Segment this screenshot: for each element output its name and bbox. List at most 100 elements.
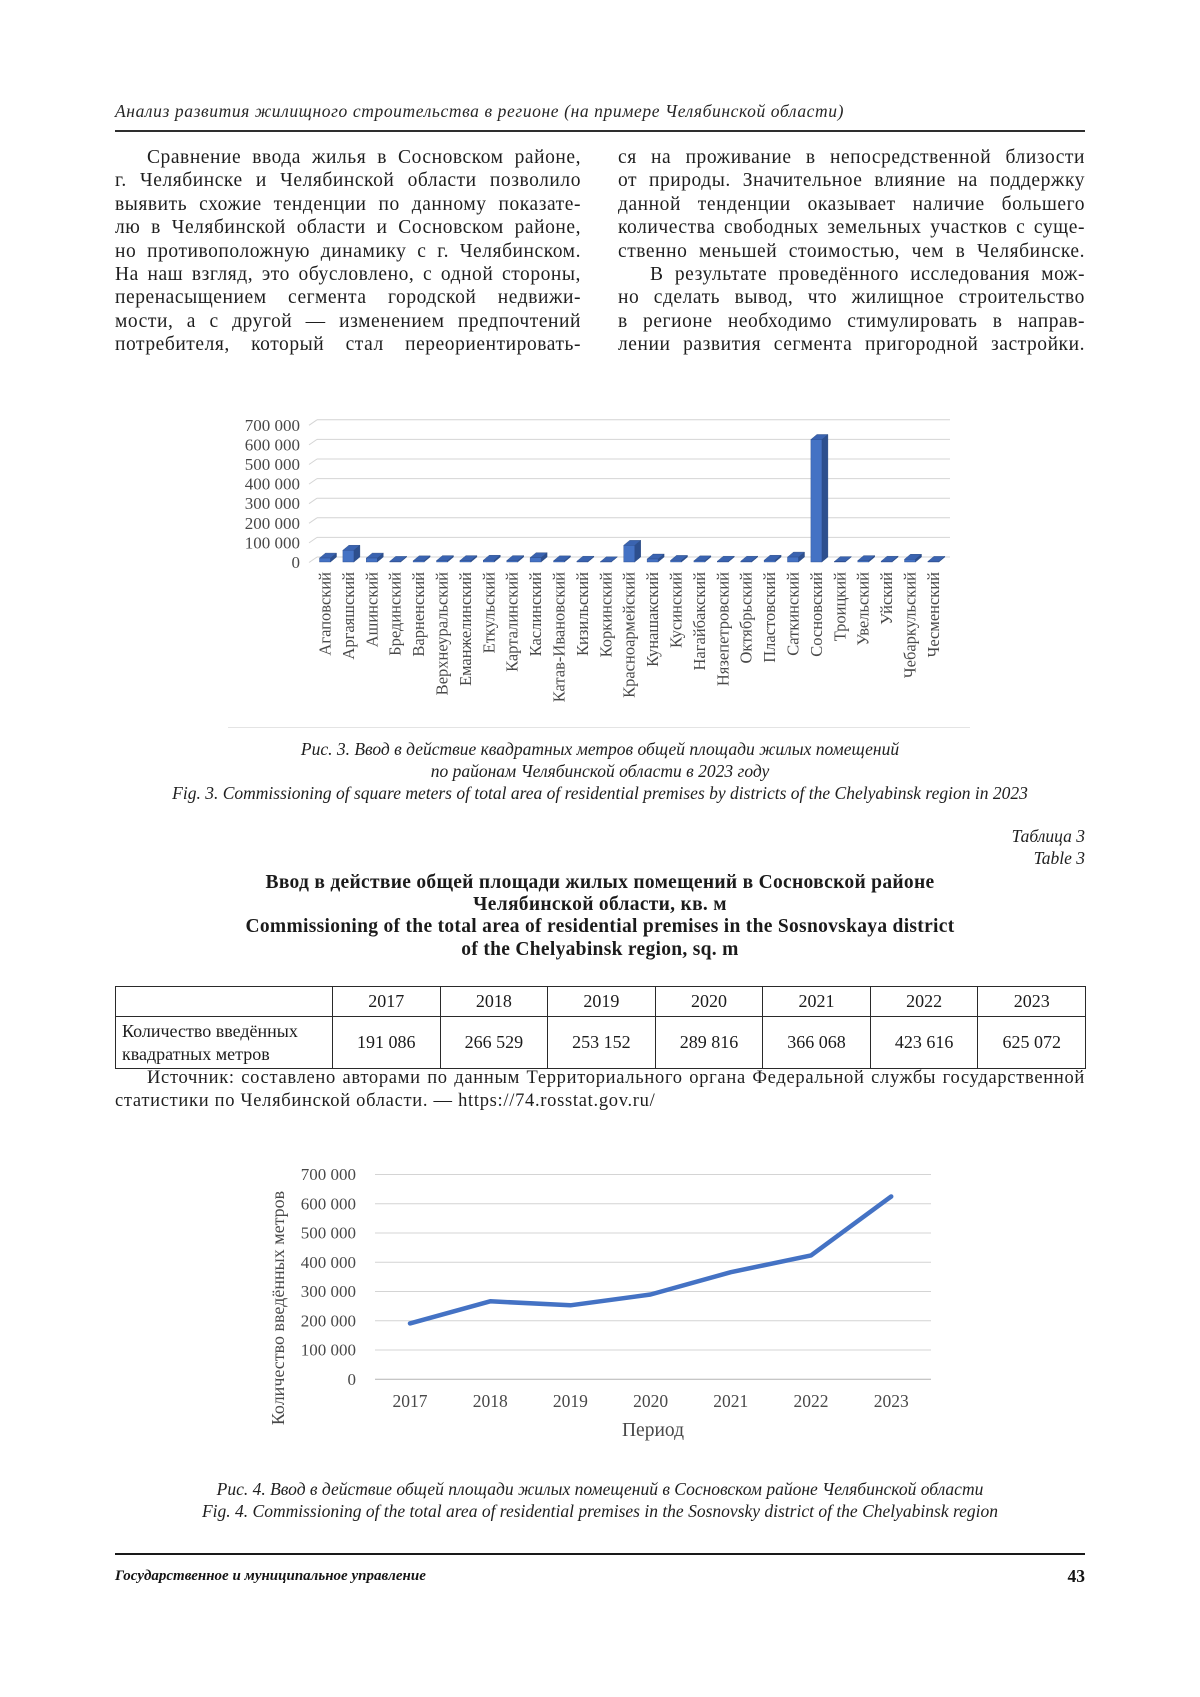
svg-text:Пластовский: Пластовский	[760, 572, 779, 663]
table3-year-cell: 2018	[439, 986, 549, 1017]
svg-text:400 000: 400 000	[245, 475, 300, 494]
svg-text:Кусинский: Кусинский	[667, 572, 686, 648]
svg-text:Агаповский: Агаповский	[316, 572, 335, 656]
body-column-left: Сравнение ввода жилья в Сосновском район…	[115, 146, 581, 357]
text-line: данной тенденции оказывает наличие больш…	[618, 193, 1085, 215]
svg-text:Нязепетровский: Нязепетровский	[713, 572, 732, 686]
svg-text:0: 0	[348, 1370, 357, 1389]
table3-stub-cell	[115, 986, 333, 1017]
svg-text:100 000: 100 000	[301, 1341, 356, 1360]
table3-values-row: Количество введённых квадратных метров 1…	[115, 1016, 1086, 1069]
svg-text:2018: 2018	[473, 1391, 508, 1411]
svg-text:Период: Период	[622, 1420, 684, 1441]
svg-text:700 000: 700 000	[301, 1165, 356, 1184]
svg-text:200 000: 200 000	[301, 1311, 356, 1330]
text-line: Рис. 3. Ввод в действие квадратных метро…	[300, 739, 900, 759]
svg-text:200 000: 200 000	[245, 514, 300, 533]
text-line: от природы. Значительное влияние на подд…	[618, 170, 1085, 192]
svg-text:600 000: 600 000	[245, 435, 300, 454]
source-note: Источник: составлено авторами по данным …	[115, 1067, 1085, 1113]
svg-text:300 000: 300 000	[245, 494, 300, 513]
table3-value-cell: 366 068	[762, 1016, 871, 1069]
table3: 2017 2018 2019 2020 2021 2022 2023 Количество …	[115, 986, 1086, 1069]
table3-value-cell: 625 072	[977, 1016, 1086, 1069]
svg-text:Карталинский: Карталинский	[503, 572, 522, 672]
svg-text:500 000: 500 000	[245, 455, 300, 474]
table3-year-cell: 2017	[332, 986, 441, 1017]
svg-text:Кизильский: Кизильский	[573, 572, 592, 656]
svg-text:Ашинский: Ашинский	[362, 572, 381, 647]
table3-year-cell: 2019	[547, 986, 656, 1017]
figure3-caption: Рис. 3. Ввод в действие квадратных метро…	[115, 738, 1085, 805]
figure4-caption: Рис. 4. Ввод в действие общей площади жи…	[115, 1478, 1085, 1522]
table3-value-cell: 253 152	[547, 1016, 656, 1069]
table3-value-cell: 191 086	[332, 1016, 441, 1069]
running-head: Анализ развития жилищного строительства …	[115, 101, 845, 121]
svg-text:Аргаяшский: Аргаяшский	[339, 572, 358, 660]
svg-text:2022: 2022	[794, 1391, 829, 1411]
svg-text:100 000: 100 000	[245, 533, 300, 552]
svg-text:2021: 2021	[713, 1391, 748, 1411]
svg-text:Саткинский: Саткинский	[784, 572, 803, 656]
text-line: На наш взгляд, это обусловлено, с одной …	[115, 264, 581, 286]
text-line: Ввод в действие общей площади жилых поме…	[265, 872, 935, 893]
svg-text:Сосновский: Сосновский	[807, 572, 826, 657]
svg-text:Увельский: Увельский	[854, 572, 873, 646]
svg-text:700 000: 700 000	[245, 416, 300, 435]
svg-text:Красноармейский: Красноармейский	[620, 572, 639, 698]
svg-text:2023: 2023	[874, 1391, 909, 1411]
text-line: но противоположную динамику с г. Челябин…	[115, 240, 581, 262]
text-line: Commissioning of the total area of resid…	[245, 916, 955, 938]
table3-value-cell: 423 616	[869, 1016, 979, 1069]
svg-text:0: 0	[292, 553, 301, 572]
svg-text:Количество введённых метров: Количество введённых метров	[268, 1191, 288, 1425]
table3-label-en: Table 3	[1033, 847, 1085, 868]
svg-text:Еткульский: Еткульский	[479, 572, 498, 654]
text-line: лю в Челябинской области и Сосновском ра…	[115, 217, 581, 239]
svg-text:2017: 2017	[393, 1391, 428, 1411]
table3-label-ru: Таблица 3	[1011, 826, 1085, 846]
footer-page-number: 43	[1067, 1566, 1086, 1586]
text-line: выявить схожие тенденции по данному пока…	[115, 193, 581, 215]
svg-text:400 000: 400 000	[301, 1253, 356, 1272]
table3-year-cell: 2022	[869, 986, 979, 1017]
text-line: Сравнение ввода жилья в Сосновском район…	[147, 147, 581, 168]
text-line: количества свободных земельных участков …	[618, 217, 1085, 239]
text-line: Челябинской области, кв. м	[473, 894, 727, 916]
table3-row-label: Количество введённых квадратных метров	[115, 1016, 333, 1069]
svg-text:Кунашакский: Кунашакский	[643, 572, 662, 667]
svg-text:Октябрьский: Октябрьский	[737, 572, 756, 664]
table3-year-cell: 2020	[654, 986, 764, 1017]
text-line: перенасыщением сегмента городской недвиж…	[115, 287, 581, 309]
text-line: в регионе необходимо стимулировать в нап…	[618, 310, 1085, 332]
table3-label: Таблица 3 Table 3	[115, 826, 1085, 870]
text-line: of the Chelyabinsk region, sq. m	[461, 938, 739, 960]
svg-text:Уйский: Уйский	[877, 572, 896, 625]
svg-text:Чесменский: Чесменский	[924, 572, 943, 658]
text-line: Источник: составлено авторами по данным …	[147, 1068, 1085, 1088]
text-line: по районам Челябинской области в 2023 го…	[430, 761, 770, 782]
line-chart: 0 100 000 200 000 300 000 400 000 500 000 600 …	[268, 1165, 931, 1441]
text-line: но сделать вывод, что жилищное строитель…	[618, 287, 1085, 309]
svg-text:Чебаркульский: Чебаркульский	[901, 572, 920, 678]
footer-journal-title: Государственное и муниципальное управлен…	[115, 1568, 426, 1584]
svg-text:Катав-Ивановский: Катав-Ивановский	[550, 572, 569, 702]
svg-text:Троицкий: Троицкий	[830, 572, 849, 641]
body-column-right: ся на проживание в непосредственной близ…	[618, 146, 1085, 357]
footer-rule	[115, 1553, 1085, 1556]
figure3-bottom-rule	[228, 727, 970, 728]
text-line: Fig. 3. Commissioning of square meters o…	[172, 783, 1028, 804]
text-line: Рис. 4. Ввод в действие общей площади жи…	[216, 1479, 984, 1499]
table3-title: Ввод в действие общей площади жилых поме…	[115, 872, 1085, 961]
table3-header-row: 2017 2018 2019 2020 2021 2022 2023	[115, 986, 1086, 1017]
svg-text:Варненский: Варненский	[409, 572, 428, 657]
text-line: ся на проживание в непосредственной близ…	[618, 147, 1085, 168]
text-line: статистики по Челябинской области. — htt…	[115, 1091, 656, 1112]
svg-text:Верхнеуральский: Верхнеуральский	[433, 572, 452, 695]
svg-text:2020: 2020	[633, 1391, 668, 1411]
text-line: г. Челябинске и Челябинской области позв…	[115, 170, 581, 192]
svg-text:500 000: 500 000	[301, 1224, 356, 1243]
table3-year-cell: 2021	[762, 986, 871, 1017]
table3-value-cell: 266 529	[439, 1016, 549, 1069]
